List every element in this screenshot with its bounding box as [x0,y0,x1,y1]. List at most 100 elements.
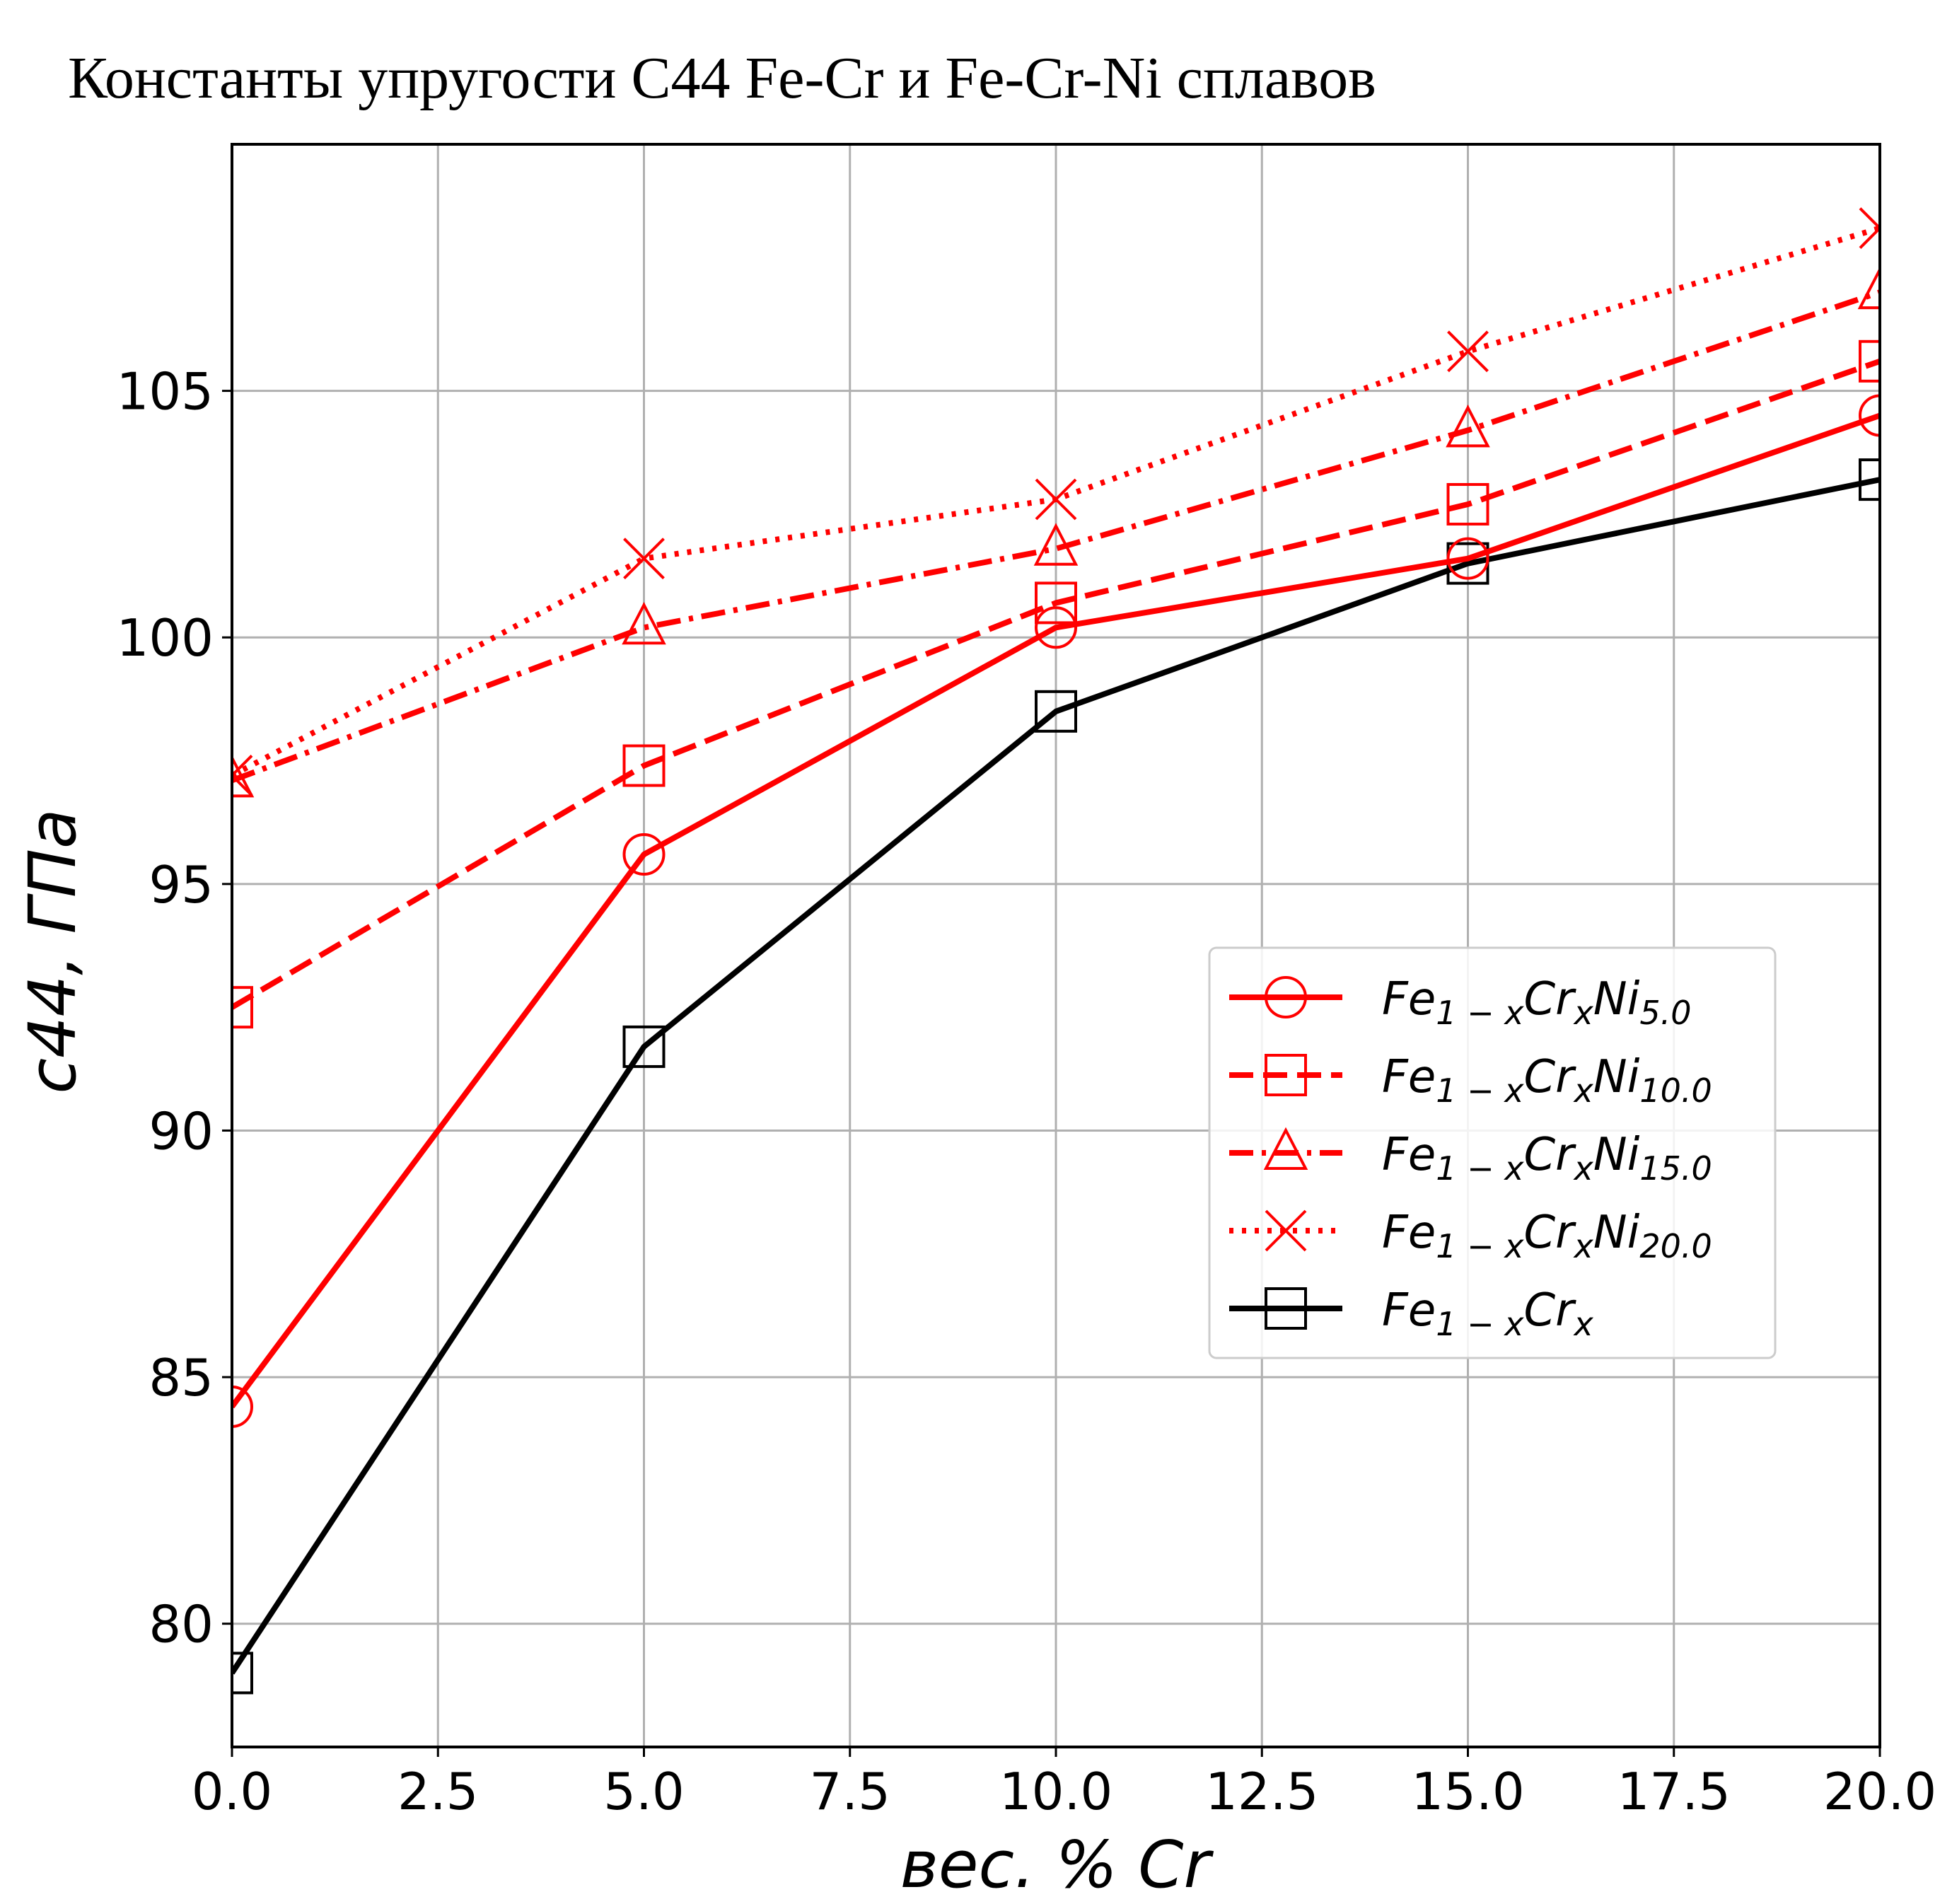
data-point [232,986,253,1029]
legend-label-sub2: x [1572,1149,1593,1188]
legend-label-el2: Cr [1523,973,1576,1026]
legend-label-el2: Cr [1523,1051,1576,1103]
y-tick-label: 85 [149,1348,214,1407]
series-1 [232,339,1880,1029]
data-point [1446,405,1490,448]
legend-label-el3: Ni [1593,1129,1640,1181]
x-tick-label: 10.0 [999,1762,1112,1821]
legend-label-base: Fe [1382,1051,1436,1103]
data-point [1859,458,1880,501]
legend-item: Fe1 − xCrxNi10.0 [1229,1051,1712,1110]
y-tick-label: 100 [117,608,214,668]
series-line [232,477,1880,1675]
data-point [232,755,255,798]
legend-marker [1265,1287,1307,1330]
legend-label-el3: Ni [1593,1207,1640,1259]
x-tick-label: 12.5 [1205,1762,1318,1821]
series-line [232,289,1880,784]
data-point [1035,690,1077,733]
legend-label: Fe1 − xCrxNi15.0 [1382,1129,1712,1188]
series-line [232,359,1880,1010]
x-tick-label: 5.0 [603,1762,685,1821]
data-point [622,1025,666,1068]
legend-item: Fe1 − xCrxNi5.0 [1229,973,1692,1032]
data-point [1446,482,1489,526]
data-point [622,744,666,787]
legend-label-base: Fe [1382,1207,1436,1259]
legend-label: Fe1 − xCrxNi10.0 [1382,1051,1712,1110]
legend-item: Fe1 − xCrxNi20.0 [1229,1207,1712,1265]
y-tick-label: 80 [149,1595,214,1654]
legend-label-base: Fe [1382,1129,1436,1181]
y-tick-label: 105 [117,362,214,422]
y-tick-label: 90 [149,1101,214,1161]
legend-label-sub3: 10.0 [1639,1072,1712,1110]
legend-label-el2: Cr [1523,1129,1576,1181]
legend-marker [1263,1127,1308,1170]
legend-label-sub3: 15.0 [1639,1149,1712,1188]
data-point [622,601,666,645]
data-point [232,1652,253,1695]
legend-label-sub2: x [1572,1072,1593,1110]
legend-label-sub3: 20.0 [1639,1227,1712,1265]
x-tick-label: 7.5 [809,1762,890,1821]
series-4 [232,458,1880,1695]
data-point [1035,581,1077,625]
legend-label-el3: Ni [1593,973,1640,1026]
data-point [1859,207,1880,249]
data-point [1857,266,1880,310]
series-layer [232,207,1880,1695]
data-point [1033,523,1079,566]
y-axis-label-group: c44, ГПа [15,809,91,1094]
legend-label-sub2: x [1572,1305,1593,1343]
legend-box [1208,946,1777,1359]
data-point [232,1385,253,1428]
data-point [1446,537,1489,580]
data-point [1859,394,1880,437]
legend-label-sub1: 1 − x [1436,994,1524,1032]
legend-label: Fe1 − xCrxNi5.0 [1382,973,1692,1032]
legend-marker [1265,1209,1307,1252]
x-tick-label: 2.5 [397,1762,479,1821]
legend-marker [1265,1054,1307,1096]
legend-item: Fe1 − xCrxNi15.0 [1229,1127,1712,1188]
legend-label-base: Fe [1382,973,1436,1026]
legend-label-sub3: 5.0 [1639,994,1691,1032]
legend-label-el2: Cr [1523,1207,1576,1259]
legend-marker [1265,976,1307,1018]
legend-label-sub1: 1 − x [1436,1227,1524,1265]
legend-label-sub1: 1 − x [1436,1149,1524,1188]
legend-item: Fe1 − xCrx [1229,1284,1593,1343]
series-0 [232,394,1880,1428]
data-point [622,833,666,876]
y-tick-label: 95 [149,855,214,915]
ticks: 0.0 2.5 5.0 7.5 10.0 12.5 15.0 17.5 20.0 80 85 90 95… [117,362,1937,1821]
legend-label-el2: Cr [1523,1284,1576,1337]
data-point [232,755,253,796]
x-tick-label: 0.0 [192,1762,273,1821]
legend-label-sub2: x [1572,1227,1593,1265]
data-point [623,538,665,580]
x-tick-label: 20.0 [1823,1762,1936,1821]
series-line [232,412,1880,1409]
legend-label-base: Fe [1382,1284,1436,1337]
legend-label: Fe1 − xCrxNi20.0 [1382,1207,1712,1265]
x-axis-label: вес. % Cr [900,1827,1214,1903]
legend-label-sub1: 1 − x [1436,1072,1524,1110]
legend-label-sub2: x [1572,994,1593,1032]
y-axis-label: c44, ГПа [15,809,91,1094]
legend-label-el3: Ni [1593,1051,1640,1103]
x-tick-label: 15.0 [1411,1762,1524,1821]
series-3 [232,207,1880,796]
legend-label-sub1: 1 − x [1436,1305,1524,1343]
legend-label: Fe1 − xCrx [1382,1284,1593,1343]
data-point [1035,478,1077,521]
data-point [1859,339,1880,383]
series-2 [232,266,1880,798]
chart-title: Константы упругости C44 Fe-Cr и Fe-Cr-Ni… [68,45,1376,111]
data-point [1035,606,1077,649]
x-tick-label: 17.5 [1617,1762,1731,1821]
data-point [1447,330,1489,373]
